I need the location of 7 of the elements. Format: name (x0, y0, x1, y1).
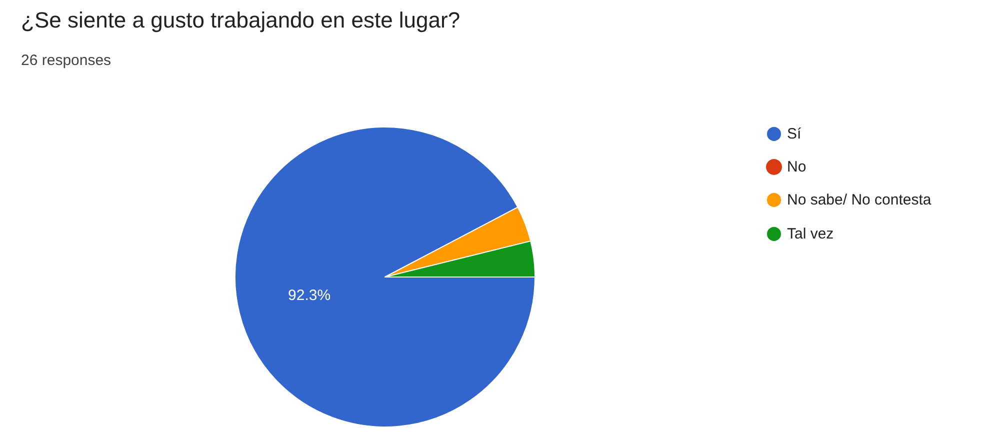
data-label: 92.3% (288, 287, 331, 304)
legend-label: Sí (787, 126, 802, 142)
legend-label: Tal vez (787, 226, 834, 242)
legend-label: No (787, 158, 806, 176)
legend-label: No sabe/ No contesta (787, 192, 932, 208)
text: 26 responses (21, 52, 112, 69)
chart-title: ¿Se siente a gusto trabajando en este lugar? (21, 8, 460, 32)
